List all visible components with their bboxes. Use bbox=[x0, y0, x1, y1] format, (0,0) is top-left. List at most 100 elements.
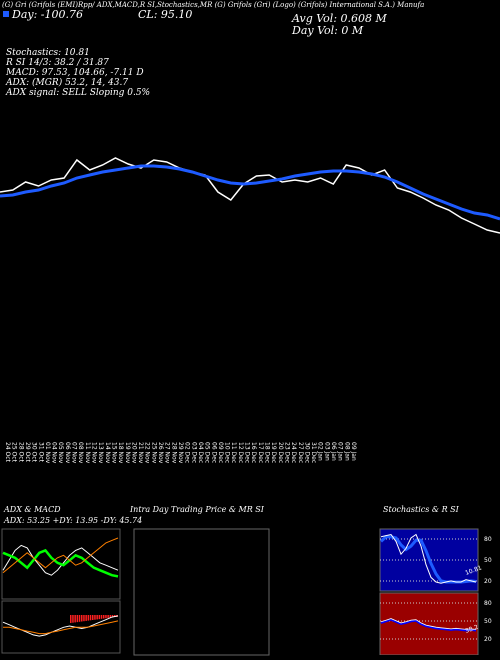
macd-histogram-bar bbox=[85, 615, 87, 621]
macd-histogram-bar bbox=[87, 615, 90, 621]
rsi-frame bbox=[379, 592, 479, 655]
date-tick-label: 22 Nov bbox=[144, 442, 151, 464]
price-overview-chart bbox=[0, 157, 500, 234]
date-tick-label: 31 Dec bbox=[310, 442, 317, 463]
date-tick-label: 11 Nov bbox=[84, 442, 91, 464]
date-tick-label: 08 Nov bbox=[77, 442, 84, 464]
date-tick-label: 27 Nov bbox=[164, 442, 171, 464]
macd-histogram-bar bbox=[105, 615, 107, 619]
date-tick-label: 29 Nov bbox=[177, 442, 184, 464]
macd-histogram-bar bbox=[107, 615, 109, 618]
date-tick-label: 11 Dec bbox=[230, 442, 237, 463]
stoch-tick-label: 20 bbox=[484, 578, 492, 585]
close-label: CL: 95.10 bbox=[138, 8, 193, 21]
date-tick-label: 20 Nov bbox=[130, 442, 137, 464]
macd-histogram-bar bbox=[81, 615, 83, 622]
rsi-readout: R SI 14/3: 38.2 / 31.87 bbox=[6, 58, 109, 68]
avg-vol-label: Avg Vol: 0.608 M bbox=[292, 12, 387, 25]
date-tick-label: 20 Dec bbox=[277, 442, 284, 463]
intraday-chart bbox=[133, 528, 270, 656]
date-axis: 24 Oct 25 Oct 28 Oct 29 Oct 30 Oct 31 Oct 01 N… bbox=[4, 442, 357, 464]
date-tick-label: 06 Nov bbox=[64, 442, 71, 464]
macd-histogram-bar bbox=[96, 615, 98, 620]
macd-histogram-bar bbox=[98, 615, 101, 620]
overview-series-0 bbox=[0, 157, 500, 234]
date-tick-label: 06 Dec bbox=[210, 442, 217, 463]
date-tick-label: 24 Oct bbox=[4, 442, 11, 463]
rsi-tick-label: 80 bbox=[484, 600, 492, 607]
date-tick-label: 04 Dec bbox=[197, 442, 204, 463]
macd-histogram-bar bbox=[78, 615, 81, 622]
date-tick-label: 09 Dec bbox=[217, 442, 224, 463]
intraday-frame bbox=[133, 528, 270, 656]
date-tick-label: 30 Oct bbox=[31, 442, 38, 463]
macd-histogram-bar bbox=[76, 615, 79, 623]
adx-series-1 bbox=[2, 548, 119, 578]
date-tick-label: 19 Nov bbox=[124, 442, 131, 464]
date-tick-label: 16 Dec bbox=[250, 442, 257, 463]
stochastics-readout: Stochastics: 10.81 bbox=[6, 48, 90, 58]
rsi-value-label: 38.2 bbox=[464, 624, 479, 635]
macd-histogram-bar bbox=[83, 615, 85, 622]
macd-histogram-bar bbox=[111, 615, 114, 618]
adx-series-0 bbox=[2, 544, 119, 576]
header-line: (G) Gri (Grifols (EMI)Rpp/ ADX,MACD,R SI… bbox=[2, 1, 425, 9]
date-tick-label: 13 Dec bbox=[244, 442, 251, 463]
date-tick-label: 23 Dec bbox=[284, 442, 291, 463]
macd-histogram-bar bbox=[74, 615, 76, 623]
macd-histogram-bar bbox=[92, 615, 94, 620]
date-tick-label: 30 Dec bbox=[303, 442, 310, 463]
macd-histogram-bar bbox=[109, 615, 112, 618]
date-tick-label: 03 Jan bbox=[323, 442, 330, 461]
date-tick-label: 15 Nov bbox=[111, 442, 118, 464]
date-tick-label: 25 Oct bbox=[11, 442, 18, 463]
rsi-tick-label: 20 bbox=[484, 636, 492, 643]
macd-histogram-bar bbox=[100, 615, 103, 619]
adx-signal-readout: ADX signal: SELL Sloping 0.5% bbox=[6, 88, 151, 98]
overview-series-1 bbox=[0, 164, 500, 221]
date-tick-label: 21 Nov bbox=[137, 442, 144, 464]
rsi-tick-label: 50 bbox=[484, 618, 492, 625]
date-tick-label: 12 Dec bbox=[237, 442, 244, 463]
date-tick-label: 02 Jan bbox=[317, 442, 324, 461]
date-tick-label: 31 Oct bbox=[37, 442, 44, 463]
date-tick-label: 14 Nov bbox=[104, 442, 111, 464]
macd-histogram-bar bbox=[89, 615, 92, 621]
macd-frame bbox=[1, 600, 121, 654]
date-tick-label: 03 Dec bbox=[190, 442, 197, 463]
date-tick-label: 07 Nov bbox=[71, 442, 78, 464]
date-tick-label: 19 Dec bbox=[270, 442, 277, 463]
rsi-signal-line bbox=[380, 618, 477, 630]
stoch-tick-label: 80 bbox=[484, 536, 492, 543]
macd-histogram-bar bbox=[72, 615, 74, 623]
date-tick-label: 24 Dec bbox=[290, 442, 297, 463]
rsi-line bbox=[380, 618, 477, 632]
date-tick-label: 26 Nov bbox=[157, 442, 164, 464]
macd-histogram-bar bbox=[94, 615, 96, 620]
adx-readout: ADX: (MGR) 53.2, 14, 43.7 bbox=[6, 78, 129, 88]
adx-series-2 bbox=[2, 537, 119, 574]
date-tick-label: 01 Nov bbox=[44, 442, 51, 464]
date-tick-label: 28 Nov bbox=[170, 442, 177, 464]
date-tick-label: 17 Dec bbox=[257, 442, 264, 463]
intraday-panel-title: Intra Day Trading Price & MR SI bbox=[130, 505, 264, 514]
macd-signal-line bbox=[3, 620, 119, 635]
date-tick-label: 28 Oct bbox=[17, 442, 24, 463]
adx-panel-readout: ADX: 53.25 +DY: 13.95 -DY: 45.74 bbox=[4, 516, 143, 525]
legend-marker bbox=[3, 11, 9, 17]
date-tick-label: 27 Dec bbox=[297, 442, 304, 463]
date-tick-label: 09 Jan bbox=[350, 442, 357, 461]
adx-panel-title: ADX & MACD bbox=[4, 505, 61, 514]
macd-readout: MACD: 97.53, 104.66, -7.11 D bbox=[6, 68, 144, 78]
date-tick-label: 18 Dec bbox=[264, 442, 271, 463]
stoch-panel-title: Stochastics & R SI bbox=[383, 505, 459, 514]
date-tick-label: 05 Nov bbox=[57, 442, 64, 464]
date-tick-label: 02 Dec bbox=[184, 442, 191, 463]
date-tick-label: 04 Nov bbox=[51, 442, 58, 464]
date-tick-label: 08 Jan bbox=[343, 442, 350, 461]
macd-histogram-bar bbox=[70, 615, 72, 623]
date-tick-label: 13 Nov bbox=[97, 442, 104, 464]
date-tick-label: 07 Jan bbox=[337, 442, 344, 461]
candlestick-chart: 122.85122.2119.88118.64118.52109.27104.6… bbox=[0, 0, 500, 270]
day-vol-label: Day Vol: 0 M bbox=[292, 24, 364, 37]
